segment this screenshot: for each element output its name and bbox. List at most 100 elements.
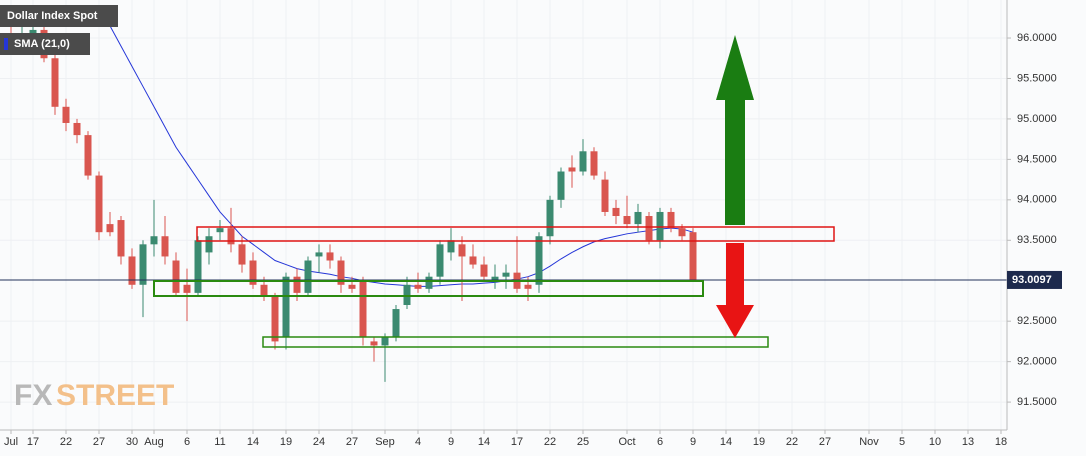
candle-body [238,244,246,265]
candle-body [557,171,565,200]
candle-body [139,244,147,285]
x-tick-label: 11 [214,436,225,448]
candle-body [172,260,180,293]
candle-body [568,167,576,172]
x-tick-label: 13 [962,436,974,448]
axes: 96.0000 95.5000 95.0000 94.5000 94.0000 93.50… [4,32,1062,448]
x-tick-label: 14 [478,436,490,448]
x-tick-label: 24 [313,436,325,448]
y-tick-label: 92.5000 [1017,315,1057,327]
x-tick-label: Aug [144,436,164,448]
x-tick-label: Nov [859,436,879,448]
legend-box [0,33,90,55]
candle-body [271,296,279,342]
candle-body [656,211,664,241]
x-tick-label: Sep [375,436,395,448]
candle-body [326,252,334,261]
x-tick-label: 17 [511,436,523,448]
plot-area [0,5,1007,382]
candle-body [227,228,235,245]
x-tick-label: 19 [280,436,292,448]
candle-body [689,232,697,280]
grid [0,0,1007,430]
candle-body [62,106,70,123]
candle-body [282,276,290,338]
candle-body [293,276,301,293]
candle-body [128,256,136,285]
candle-body [667,211,675,229]
legend-box [0,5,118,27]
x-tick-label: 14 [247,436,259,448]
x-tick-label: 30 [126,436,138,448]
y-tick-label: 91.5000 [1017,396,1057,408]
x-tick-label: 19 [753,436,765,448]
candle-body [524,284,532,289]
legend-label: SMA (21,0) [14,38,70,50]
candle-body [678,228,686,237]
candle-body [480,264,488,277]
candle-body [590,151,598,176]
candle-body [205,236,213,253]
candle-body [95,175,103,233]
x-tick-label: 27 [346,436,358,448]
last-price-label: 93.0097 [1012,274,1052,286]
candle-body [194,240,202,293]
candle-body [535,236,543,285]
candle-body [491,276,499,281]
candle-body [469,256,477,265]
support-zone [153,280,704,297]
candle-body [106,224,114,233]
x-tick-label: 25 [577,436,589,448]
candle-body [579,151,587,172]
x-tick-label: 14 [720,436,732,448]
candle-body [216,228,224,233]
x-tick-label: 10 [929,436,941,448]
candle-body [150,236,158,245]
y-tick-label: 96.0000 [1017,32,1057,44]
candle-body [546,199,554,237]
y-tick-label: 93.5000 [1017,234,1057,246]
x-tick-label: 9 [690,436,696,448]
legend-swatch [4,38,8,50]
resistance-zone [196,226,835,242]
x-tick-label: 27 [819,436,831,448]
candle-body [601,179,609,212]
candle-body [623,216,631,225]
x-tick-label: Oct [618,436,635,448]
x-tick-label: 9 [448,436,454,448]
candle-body [337,260,345,285]
x-tick-label: 22 [60,436,72,448]
candle-body [403,284,411,306]
candle-body [458,244,466,257]
support-zone [262,336,769,348]
x-tick-label: 22 [786,436,798,448]
watermark-street: STREET [56,379,174,412]
candle-body [161,236,169,257]
candle-body [260,284,268,297]
candle-body [348,284,356,289]
y-tick-label: 94.0000 [1017,194,1057,206]
up-arrow [716,35,754,225]
candle-body [392,309,400,338]
candle-body [370,341,378,346]
sma-line [98,5,694,287]
candle-body [359,280,367,338]
legend-label: Dollar Index Spot [7,10,98,22]
x-tick-label: Jul [4,436,18,448]
x-tick-label: 4 [415,436,421,448]
x-tick-label: 6 [657,436,663,448]
candle-body [414,284,422,289]
candle-body [117,220,125,257]
candle-body [51,58,59,107]
candle-body [612,207,620,217]
x-tick-label: 18 [995,436,1007,448]
down-arrow [716,243,754,338]
y-tick-label: 95.5000 [1017,72,1057,84]
candle-body [502,272,510,277]
candle-body [447,240,455,253]
x-tick-label: 22 [544,436,556,448]
y-tick-label: 95.0000 [1017,113,1057,125]
candle-body [381,337,389,346]
